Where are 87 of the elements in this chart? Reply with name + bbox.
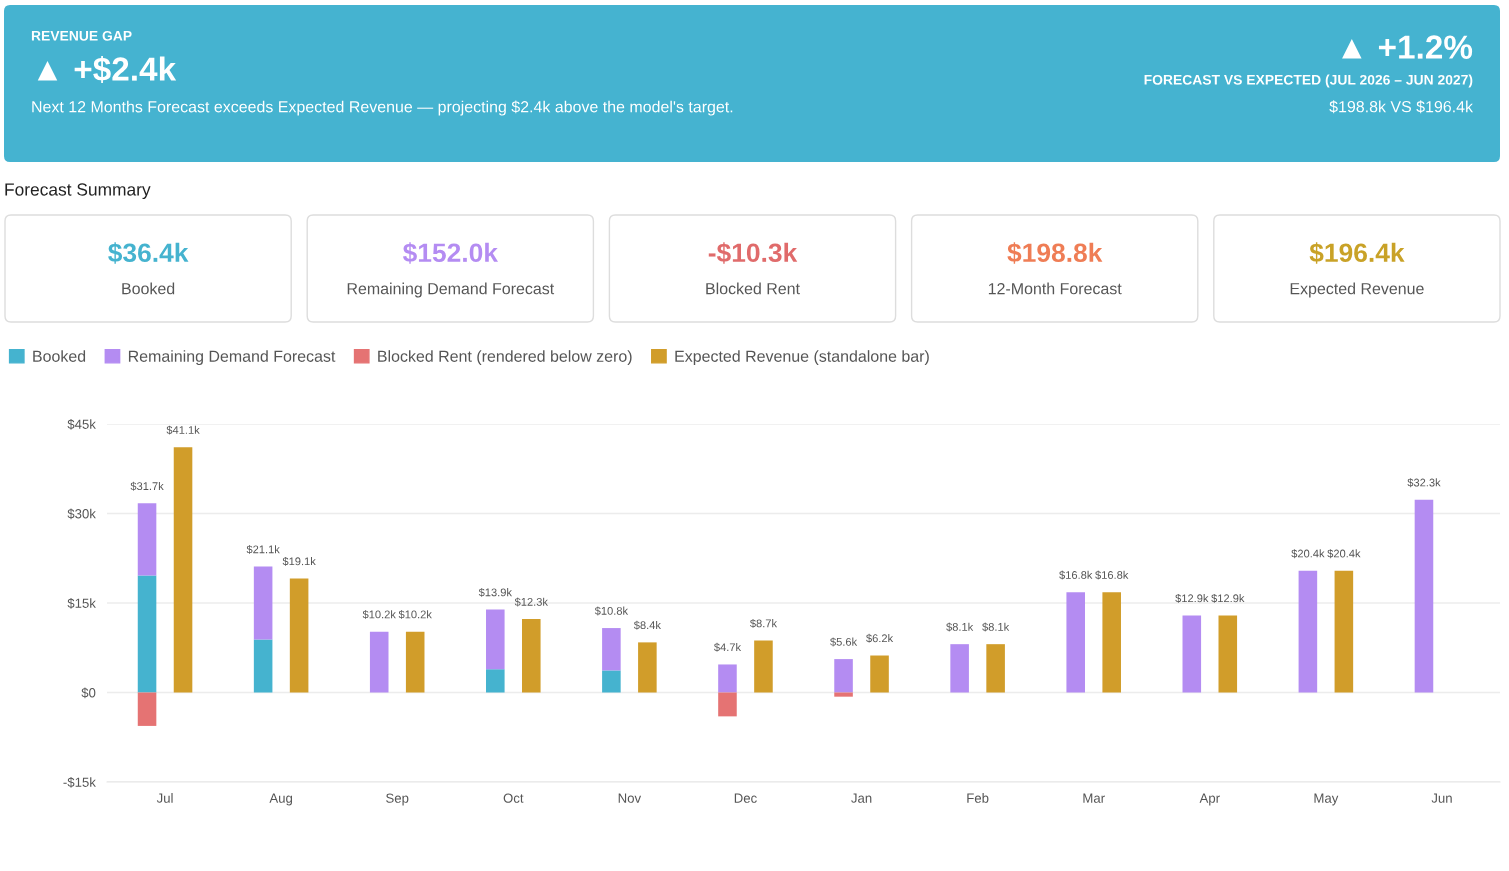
text: FORECAST VS EXPECTED (JUL 2026 – JUN 2027) [1144,74,1473,88]
bar [638,642,657,693]
bar [1182,615,1202,693]
y-tick-label: $15k [67,598,96,609]
x-tick-label: May [1314,793,1339,806]
x-tick-label: Oct [503,793,524,803]
bar [289,578,309,693]
bar [137,692,157,726]
total-label: $4.7k [714,642,742,652]
total-label: $21.1k [246,544,280,554]
text: $198.8k VS $196.4k [1329,100,1474,114]
bar [486,669,505,693]
data-label: $19.1k [282,556,316,566]
bar [173,447,193,693]
bar [1102,592,1121,693]
bar [834,692,853,697]
bar [602,670,621,693]
data-label: $8.1k [982,622,1010,632]
data-label: $6.2k [866,633,894,643]
bar [870,655,889,693]
x-tick-label: Mar [1083,793,1105,803]
text: ▲ +1.2% [1342,35,1473,59]
category-label: 12-Month Forecast [988,282,1122,295]
total-label: $10.8k [594,606,629,616]
total-label: $8.1k [946,622,974,632]
bar [253,639,273,693]
category-label: Remaining Demand Forecast [347,282,555,298]
category-label: Blocked Rent [706,282,800,295]
data-label: $41.1k [166,425,200,435]
y-tick-label: $30k [67,508,96,520]
total-label: $16.8k [1059,570,1093,580]
total-label: $5.6k [830,637,858,647]
data-label: $8.7k [749,618,778,628]
bar [1066,592,1085,693]
x-tick-label: Nov [618,793,642,803]
data-label: $16.8k [1095,570,1129,580]
total-label: $20.4k [1291,549,1325,559]
text: -$10.3k [708,242,798,264]
text: REVENUE GAP [31,30,132,41]
bar [522,619,541,693]
total-label: $13.9k [478,587,512,597]
legend-label: Remaining Demand Forecast [128,350,336,366]
category-label: Booked [122,282,175,295]
text: $198.8k [1007,242,1103,264]
bar [1414,499,1434,693]
total-label: $32.3k [1407,478,1441,488]
y-tick-label: -$15k [63,777,96,788]
y-tick-label: $0 [81,687,96,699]
data-label: $12.9k [1211,593,1245,603]
data-label: $20.4k [1327,549,1361,559]
bar [602,628,621,671]
legend-label: Blocked Rent (rendered below zero) [378,350,632,366]
data-label: $10.2k [398,610,432,619]
bar [405,631,425,693]
text: $196.4k [1309,242,1405,264]
x-tick-label: Feb [967,793,989,803]
category-label: Expected Revenue [1290,282,1424,298]
bar [1218,615,1238,693]
x-tick-label: Apr [1199,793,1220,806]
x-tick-label: Jun [1431,793,1452,803]
text: Next 12 Months Forecast exceeds Expected Revenue — projecting $2.4k above the model's target. [32,100,733,116]
bar [253,566,273,640]
x-tick-label: Jan [851,793,872,803]
legend-label: Booked [33,350,86,362]
text: Forecast Summary [5,183,151,200]
text: $36.4k [108,242,189,264]
bar [986,644,1005,693]
text: $152.0k [402,242,499,264]
bar [950,644,969,693]
bar [369,631,389,693]
bar [137,503,157,576]
bar [486,609,505,670]
data-label: $12.3k [514,597,548,607]
text: ▲ +$2.4k [37,55,177,84]
total-label: $10.2k [362,610,396,619]
bar [754,640,773,693]
legend-label: Expected Revenue (standalone bar) [675,350,929,366]
x-tick-label: Aug [269,793,293,806]
x-tick-label: Dec [734,793,757,803]
x-tick-label: Sep [386,793,409,806]
bar [1334,570,1354,693]
total-label: $12.9k [1175,593,1209,603]
data-label: $8.4k [633,620,661,630]
x-tick-label: Jul [156,793,173,803]
bar [1298,570,1318,693]
y-tick-label: $45k [67,419,96,430]
total-label: $31.7k [130,481,164,491]
